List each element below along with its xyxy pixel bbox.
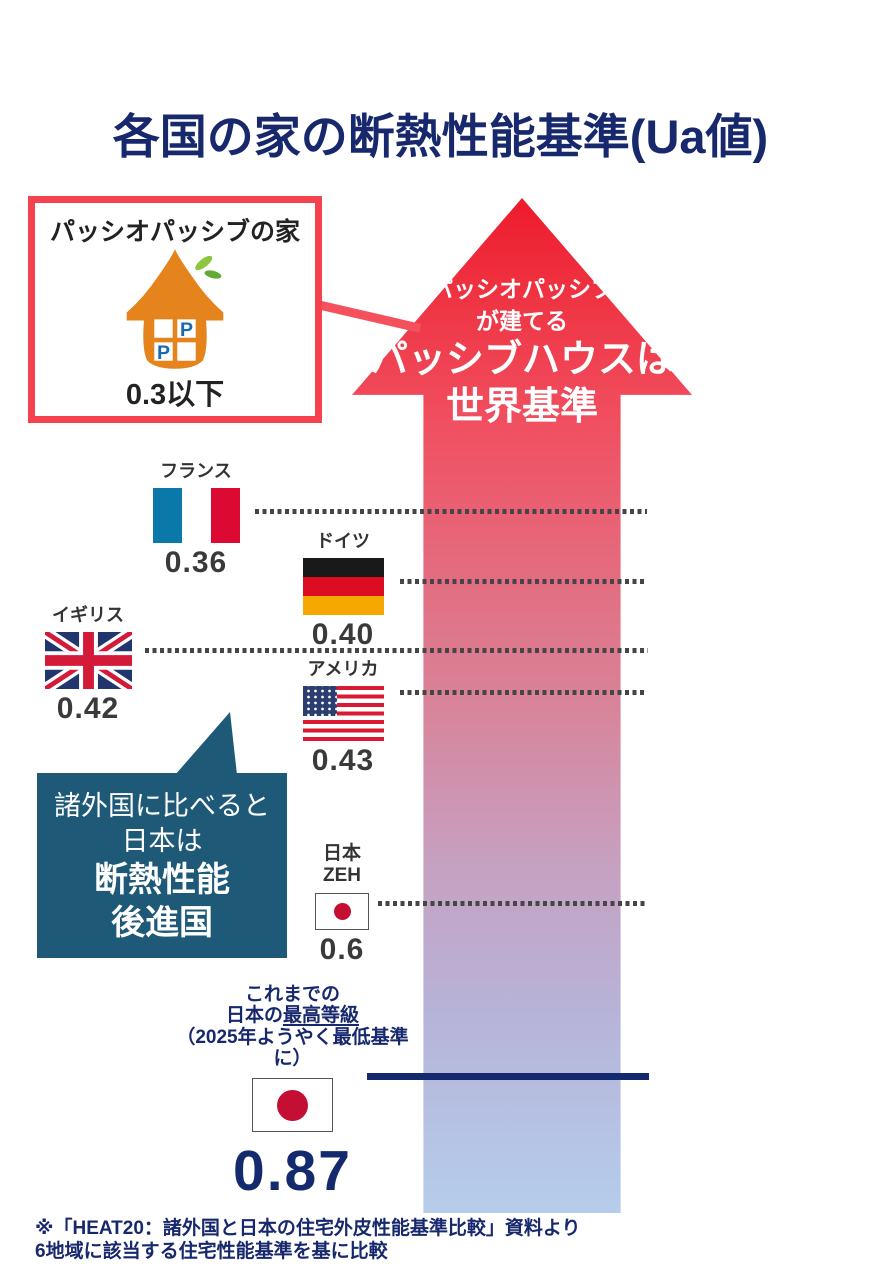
arrow-caption-line2: が建てる	[476, 307, 568, 334]
arrow-caption-line4: 世界基準	[445, 385, 598, 428]
leaf-icon	[204, 270, 222, 279]
arrow-caption-line1: パッシオパッシブ	[430, 276, 614, 302]
country-label: アメリカ	[307, 659, 379, 679]
window-letter-p-top: P	[180, 319, 193, 341]
japan-max-value: 0.87	[233, 1139, 352, 1204]
bubble-line1: 諸外国に比べると	[54, 791, 270, 821]
country-label: ドイツ	[316, 531, 370, 551]
country-group-japan-zeh: 日本 ZEH 0.6	[303, 843, 381, 967]
japan-max-line1: これまでの	[244, 984, 340, 1005]
passio-box-label: パッシオパッシブの家	[49, 218, 300, 246]
japan-max-line2-pre: 日本の	[225, 1005, 283, 1027]
country-group-japan-max: これまでの 日本の最高等級 （2025年ようやく最低基準に） 0.87	[175, 984, 410, 1204]
japan-max-line2-underlined: 最高等級	[283, 1005, 360, 1027]
country-value: 0.40	[311, 617, 375, 651]
country-group-uk: イギリス 0.42	[41, 605, 135, 726]
country-value: 0.6	[319, 932, 365, 966]
japan-flag-sun	[333, 902, 351, 920]
speech-bubble-tail	[175, 712, 237, 775]
country-value: 0.42	[56, 691, 120, 725]
country-label: フランス	[160, 461, 232, 481]
leader-line-japan-zeh	[378, 901, 647, 906]
country-label: イギリス	[52, 605, 124, 625]
japan-max-line3: （2025年ようやく最低基準に）	[176, 1026, 409, 1069]
leader-line-japan-max	[367, 1073, 649, 1080]
usa-flag-canton	[302, 685, 337, 716]
leader-line-uk	[145, 648, 648, 653]
japan-flag-icon	[252, 1078, 333, 1133]
arrow-caption-line3: パッシブハウスは	[369, 339, 674, 382]
footnote: ※「HEAT20：諸外国と日本の住宅外皮性能基準比較」資料より 6地域に該当する…	[35, 1217, 581, 1263]
country-group-usa: アメリカ 0.43	[300, 659, 386, 778]
bubble-line3: 断熱性能	[94, 861, 230, 900]
country-value: 0.43	[311, 743, 375, 777]
footnote-line2: 6地域に該当する住宅性能基準を基に比較	[35, 1241, 388, 1263]
bubble-line4: 後進国	[111, 903, 213, 942]
country-value: 0.36	[164, 545, 228, 579]
bubble-line2: 日本は	[121, 826, 203, 857]
uk-flag-icon	[44, 631, 132, 689]
country-sublabel: ZEH	[323, 864, 361, 886]
footnote-line1: ※「HEAT20：諸外国と日本の住宅外皮性能基準比較」資料より	[35, 1218, 581, 1239]
window-letter-p-bottom: P	[157, 342, 170, 364]
japan-max-line2: 日本の最高等級	[175, 1005, 410, 1026]
japan-flag-sun	[277, 1089, 308, 1121]
leader-line-germany	[400, 579, 647, 584]
country-label: 日本	[322, 843, 361, 864]
leaf-icon	[195, 255, 213, 271]
usa-flag-icon	[302, 685, 384, 741]
france-flag-icon	[152, 487, 240, 543]
passio-passive-box: パッシオパッシブの家 P P 0.3以下	[28, 196, 322, 423]
passive-house-icon: P P	[126, 249, 224, 369]
country-group-germany: ドイツ 0.40	[300, 531, 386, 652]
speech-bubble: 諸外国に比べると 日本は 断熱性能 後進国	[37, 773, 287, 958]
leader-line-france	[255, 509, 647, 514]
arrow-caption: パッシオパッシブ が建てる パッシブハウスは 世界基準	[352, 274, 692, 430]
country-group-france: フランス 0.36	[150, 461, 242, 580]
japan-flag-icon	[315, 892, 369, 930]
leader-line-usa	[400, 690, 647, 695]
germany-flag-icon	[302, 557, 384, 615]
passio-box-value: 0.3以下	[125, 379, 225, 411]
page-title: 各国の家の断熱性能基準(Ua値)	[112, 110, 769, 163]
